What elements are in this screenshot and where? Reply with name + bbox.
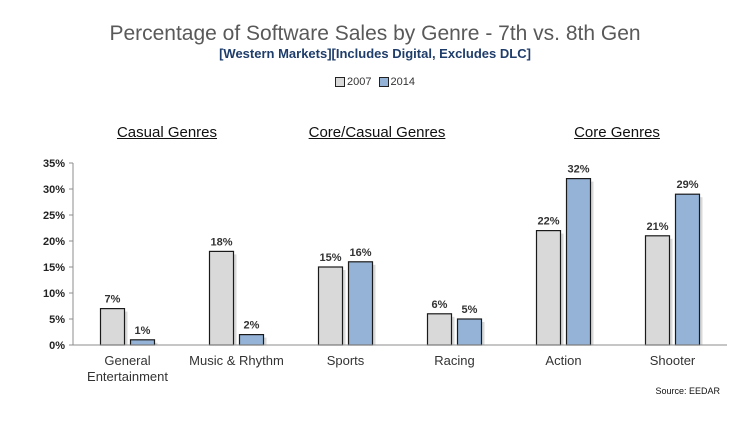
legend: 2007 2014 [0,76,750,90]
x-tick-label: Entertainment [87,369,168,384]
y-tick-label: 25% [43,210,65,222]
bar-shadow [539,233,564,345]
x-tick-label: Sports [327,353,365,368]
bar-shadow [460,322,485,345]
bar-shadow [430,316,455,345]
data-label-2014: 2% [244,320,260,332]
y-tick-label: 5% [49,314,65,326]
x-tick-label: Racing [434,353,474,368]
bar-2007 [99,308,126,346]
x-tick-label: Action [545,353,581,368]
legend-item-2014: 2014 [378,76,416,88]
bar-shadow [242,337,267,345]
y-tick-label: 15% [43,262,65,274]
bar-2007 [208,250,235,346]
data-label-2014: 29% [676,179,698,191]
legend-label-2007: 2007 [346,76,372,88]
chart-title: Percentage of Software Sales by Genre - … [109,22,641,45]
bar-shadow [351,264,376,345]
bar-2014 [238,334,265,346]
bar-shadow [678,197,703,345]
bar-2014 [565,178,592,346]
bar-shadow [103,311,128,345]
group-label-core: Core Genres [574,124,660,141]
y-tick-label: 35% [43,158,65,170]
bar-2007 [535,230,562,346]
source-note: Source: EEDAR [655,386,720,396]
data-label-2007: 22% [537,216,559,228]
data-label-2007: 6% [432,299,448,311]
bar-shadow [569,181,594,345]
data-label-2014: 5% [462,304,478,316]
bar-2007 [426,313,453,346]
bar-shadow [648,238,673,345]
group-label-core-casual: Core/Casual Genres [308,124,446,141]
bar-2014 [347,261,374,346]
y-tick-label: 30% [43,184,65,196]
data-label-2007: 21% [646,221,668,233]
bar-shadow [321,270,346,345]
bar-2014 [456,318,483,346]
y-tick-label: 10% [43,288,65,300]
bar-2007 [317,266,344,346]
legend-item-2007: 2007 [334,76,372,88]
bar-2014 [674,193,701,346]
bar-shadow [133,342,158,345]
y-tick-label: 0% [49,340,65,352]
data-label-2014: 1% [135,325,151,337]
y-tick-label: 20% [43,236,65,248]
legend-swatch-2014 [378,77,389,87]
group-label-casual: Casual Genres [116,124,218,141]
bar-2014 [129,339,156,346]
bar-shadow [212,254,237,345]
data-label-2007: 18% [210,236,232,248]
legend-label-2014: 2014 [390,76,416,88]
chart-subtitle: [Western Markets][Includes Digital, Excl… [219,46,531,61]
x-tick-label: General [104,353,150,368]
x-tick-label: Shooter [650,353,696,368]
data-label-2007: 15% [319,252,341,264]
data-label-2007: 7% [105,294,121,306]
data-label-2014: 16% [349,247,371,259]
bar-2007 [644,235,671,346]
x-tick-label: Music & Rhythm [189,353,284,368]
legend-swatch-2007 [334,77,345,87]
data-label-2014: 32% [567,164,589,176]
